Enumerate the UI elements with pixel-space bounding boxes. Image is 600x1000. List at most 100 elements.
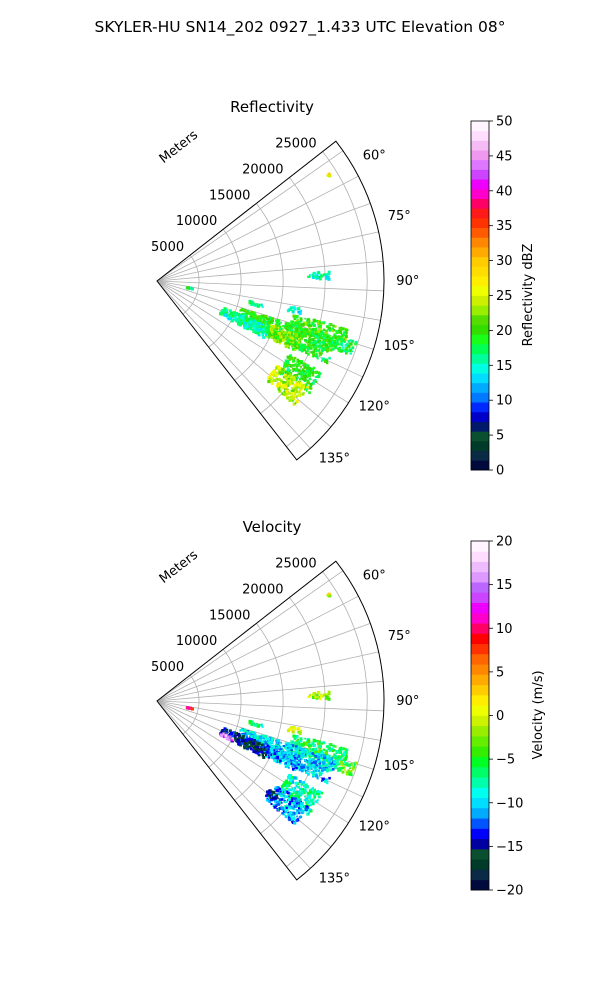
reflectivity-colorbar-segment xyxy=(471,295,489,306)
reflectivity-echo-gate xyxy=(298,378,301,381)
velocity-colorbar-segment xyxy=(471,664,489,675)
reflectivity-echo-gate xyxy=(291,400,294,402)
reflectivity-echo-gate xyxy=(286,335,290,339)
velocity-echo-gate xyxy=(306,748,309,752)
reflectivity-echo-gate xyxy=(281,384,285,388)
velocity-echo-gate xyxy=(318,764,322,767)
reflectivity-echo-gate xyxy=(295,395,299,398)
velocity-echo-gate xyxy=(222,733,225,736)
reflectivity-echo-gate xyxy=(344,343,348,347)
reflectivity-echo-gate xyxy=(322,335,327,340)
reflectivity-echo-gate xyxy=(287,342,290,346)
reflectivity-echo-gate xyxy=(231,314,234,318)
velocity-echo-gate xyxy=(280,801,283,804)
velocity-echo-gate xyxy=(307,760,311,763)
velocity-colorbar-segment xyxy=(471,623,489,634)
reflectivity-echo-gate xyxy=(295,346,298,350)
reflectivity-echo-gate xyxy=(324,359,329,363)
reflectivity-echo-gate xyxy=(293,374,296,376)
velocity-echo-gate xyxy=(277,792,281,796)
reflectivity-echo-gate xyxy=(255,330,259,334)
reflectivity-echo-gate xyxy=(324,329,328,333)
velocity-echo-gate xyxy=(291,816,296,821)
velocity-colorbar-segment xyxy=(471,674,489,686)
velocity-echo-gate xyxy=(315,764,318,767)
reflectivity-echo-gate xyxy=(234,319,237,322)
reflectivity-echo-gate xyxy=(296,376,299,379)
reflectivity-echo-gate xyxy=(251,321,255,325)
velocity-echo-gate xyxy=(293,802,296,805)
reflectivity-echo-gate xyxy=(263,323,266,326)
reflectivity-colorbar-segment xyxy=(471,198,489,209)
velocity-echo-gate xyxy=(287,753,291,756)
reflectivity-echo-gate xyxy=(288,336,291,339)
velocity-echo-gate xyxy=(293,756,296,759)
reflectivity-azimuth-gridline xyxy=(156,260,384,282)
reflectivity-echo-gate xyxy=(285,362,289,365)
reflectivity-echo-gate xyxy=(319,274,323,278)
reflectivity-echo-gate xyxy=(289,330,293,333)
velocity-echo-gate xyxy=(312,765,315,769)
velocity-echo-gate xyxy=(315,790,318,794)
velocity-echo-gate xyxy=(333,760,336,763)
velocity-echo-gate xyxy=(291,797,294,800)
reflectivity-echo-gate xyxy=(281,367,285,371)
reflectivity-echo-gate xyxy=(311,381,315,385)
velocity-colorbar-segment xyxy=(471,869,489,881)
reflectivity-echo-gate xyxy=(286,355,290,359)
reflectivity-echo-gate xyxy=(269,373,272,377)
reflectivity-echo-gate xyxy=(264,333,267,336)
velocity-echo-gate xyxy=(291,801,294,804)
velocity-echo-gate xyxy=(321,772,323,775)
velocity-echo-gate xyxy=(343,760,346,764)
velocity-echo-gate xyxy=(310,745,313,747)
velocity-echo-gate xyxy=(297,761,301,764)
reflectivity-echo-gate xyxy=(279,382,282,384)
reflectivity-echo-gate xyxy=(335,330,338,333)
reflectivity-echo-gate xyxy=(276,326,280,330)
velocity-azimuth-gridline xyxy=(156,700,311,869)
velocity-echo-gate xyxy=(258,735,263,739)
reflectivity-azimuth-tick-label: 120° xyxy=(359,399,390,414)
reflectivity-echo-gate xyxy=(282,392,287,396)
velocity-echo-gate xyxy=(308,790,312,794)
velocity-echo-gate xyxy=(285,743,288,746)
reflectivity-echo-gate xyxy=(297,380,300,383)
reflectivity-echo-gate xyxy=(296,363,300,367)
velocity-echo-gate xyxy=(307,793,309,796)
velocity-echo-gate xyxy=(240,739,245,743)
velocity-echo-gate xyxy=(299,788,302,791)
reflectivity-echo-gate xyxy=(312,366,316,370)
reflectivity-echo-gate xyxy=(314,335,318,338)
reflectivity-echo-gate xyxy=(278,366,282,371)
velocity-echo-gate xyxy=(305,785,309,789)
reflectivity-echo-gate xyxy=(287,377,291,381)
reflectivity-echo-region xyxy=(265,324,303,352)
velocity-echo-gate xyxy=(220,731,223,734)
velocity-echo-gate xyxy=(299,754,302,757)
velocity-echo-gate xyxy=(299,739,303,743)
velocity-echo-gate xyxy=(312,775,314,778)
reflectivity-echo-gate xyxy=(341,327,345,331)
reflectivity-colorbar-label: Reflectivity dBZ xyxy=(521,244,536,347)
velocity-echo-gate xyxy=(270,740,274,743)
reflectivity-echo-gate xyxy=(275,336,280,340)
velocity-colorbar-segment xyxy=(471,725,489,737)
reflectivity-azimuth-gridline xyxy=(156,280,311,449)
reflectivity-echo-gate xyxy=(314,275,317,279)
reflectivity-echo-gate xyxy=(304,330,308,334)
reflectivity-colorbar-tick-label: 40 xyxy=(496,184,513,199)
velocity-echo-gate xyxy=(334,745,337,748)
velocity-echo-gate xyxy=(298,793,301,796)
reflectivity-colorbar-segment xyxy=(471,179,489,190)
reflectivity-echo-gate xyxy=(339,349,343,353)
velocity-azimuth-tick-label: 135° xyxy=(319,871,350,886)
velocity-colorbar-segment xyxy=(471,818,489,829)
reflectivity-echo-gate xyxy=(290,335,293,338)
reflectivity-echo-gate xyxy=(229,311,234,316)
reflectivity-echo-gate xyxy=(297,359,301,363)
velocity-echo-gate xyxy=(313,765,317,769)
reflectivity-echo-gate xyxy=(276,322,279,325)
reflectivity-colorbar-tick-label: 0 xyxy=(496,464,504,479)
reflectivity-echo-gate xyxy=(258,330,262,333)
